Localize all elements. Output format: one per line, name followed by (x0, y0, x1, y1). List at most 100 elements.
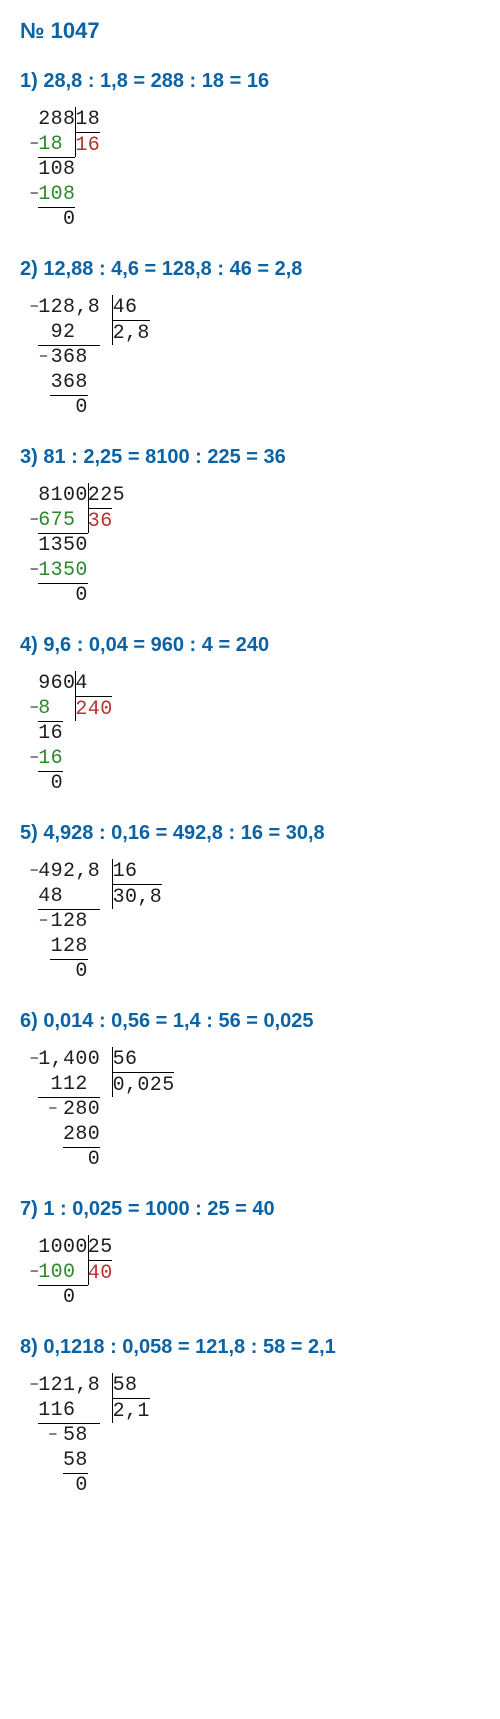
work-digit: 0 (50, 157, 62, 182)
work-row: −1816 (38, 132, 137, 157)
long-division-work: −1,400561120,025−2802800 (38, 1047, 187, 1172)
work-digit: 0 (88, 1147, 100, 1172)
quotient-digit: 2 (112, 320, 124, 346)
work-digit: 8 (75, 934, 87, 959)
long-division-work: 28818−1816108−1080 (38, 107, 137, 232)
work-digit: 8 (125, 1373, 137, 1398)
work-digit: 9 (50, 859, 62, 884)
quotient-digit: 2 (75, 696, 87, 722)
quotient-digit: 0 (125, 884, 137, 910)
work-digit: 4 (63, 1047, 75, 1072)
work-digit: 8 (75, 1448, 87, 1473)
quotient-digit: 5 (162, 1072, 174, 1098)
quotient-digit: 6 (88, 132, 100, 158)
work-digit: 1 (38, 1260, 50, 1285)
quotient-digit: 0 (137, 1072, 149, 1098)
quotient-digit: 2 (112, 1398, 124, 1424)
work-digit: 8 (38, 483, 50, 508)
work-digit: 8 (38, 696, 50, 721)
work-row: 0 (38, 207, 137, 232)
work-digit: 2 (63, 1097, 75, 1122)
quotient-digit: 1 (137, 1398, 149, 1424)
work-digit: 0 (75, 1473, 87, 1498)
work-row: −58 (38, 1423, 174, 1448)
work-digit: 8 (63, 182, 75, 207)
work-digit: 8 (50, 132, 62, 157)
equation-line: 8) 0,1218 : 0,058 = 121,8 : 58 = 2,1 (20, 1336, 480, 1359)
work-digit: 0 (75, 483, 87, 508)
work-row: 368 (38, 370, 162, 395)
equation-line: 6) 0,014 : 0,56 = 1,4 : 56 = 0,025 (20, 1010, 480, 1033)
work-digit: 6 (63, 370, 75, 395)
quotient-digit: 8 (150, 884, 162, 910)
minus-sign: − (39, 348, 48, 367)
work-row: 0 (38, 1147, 187, 1172)
quotient-digit: 2 (150, 1072, 162, 1098)
work-digit: 4 (38, 884, 50, 909)
work-digit: 6 (125, 1047, 137, 1072)
work-digit: 8 (63, 295, 75, 320)
work-digit: 0 (75, 583, 87, 608)
work-row: −280 (38, 1097, 187, 1122)
work-digit: 1 (50, 483, 62, 508)
work-digit: 3 (50, 345, 62, 370)
work-digit: 2 (63, 859, 75, 884)
work-digit: 1 (38, 1047, 50, 1072)
quotient-digit: 4 (88, 696, 100, 722)
long-division-work: −121,8581162,1−58580 (38, 1373, 174, 1498)
work-row: 8100225 (38, 483, 150, 508)
work-row: 16 (38, 721, 137, 746)
work-digit: 9 (50, 320, 62, 345)
work-digit: 2 (63, 909, 75, 934)
work-digit: 8 (75, 345, 87, 370)
quotient-digit: 8 (137, 320, 149, 346)
work-digit: 1 (38, 157, 50, 182)
long-division-work: −128,846922,8−3683680 (38, 295, 162, 420)
quotient-digit: 0 (100, 696, 112, 722)
work-digit: 5 (63, 1423, 75, 1448)
work-digit: 8 (63, 157, 75, 182)
long-division-work: −492,8164830,8−1281280 (38, 859, 174, 984)
equation-line: 5) 4,928 : 0,16 = 492,8 : 16 = 30,8 (20, 822, 480, 845)
work-digit: 4 (38, 859, 50, 884)
work-digit: 1 (38, 533, 50, 558)
work-row: −1350 (38, 558, 150, 583)
work-digit: 0 (50, 771, 62, 796)
work-digit: 0 (75, 395, 87, 420)
equation-line: 7) 1 : 0,025 = 1000 : 25 = 40 (20, 1198, 480, 1221)
work-digit: 2 (38, 107, 50, 132)
work-digit: 0 (75, 1235, 87, 1260)
work-digit: 8 (75, 909, 87, 934)
work-digit: 6 (38, 508, 50, 533)
quotient-digit: , (137, 884, 149, 910)
work-row: −10040 (38, 1260, 137, 1285)
work-row: −128,846 (38, 295, 162, 320)
work-row: −108 (38, 182, 137, 207)
work-digit: 1 (50, 909, 62, 934)
work-row: −8240 (38, 696, 137, 721)
long-division-work: 9604−824016−160 (38, 671, 137, 796)
work-digit: 0 (75, 1047, 87, 1072)
work-row: 58 (38, 1448, 174, 1473)
work-digit: 8 (88, 107, 100, 132)
work-digit: 5 (63, 558, 75, 583)
work-digit: , (50, 1047, 62, 1072)
exercise-title: № 1047 (20, 18, 480, 44)
quotient-digit: 1 (75, 132, 87, 158)
work-digit: 1 (38, 558, 50, 583)
work-digit: 1 (75, 107, 87, 132)
work-row: −1,40056 (38, 1047, 187, 1072)
quotient-digit: 6 (100, 508, 112, 534)
work-row: 0 (38, 395, 162, 420)
work-digit: 0 (50, 1235, 62, 1260)
work-digit: 6 (63, 1398, 75, 1423)
work-digit: 2 (100, 483, 112, 508)
work-digit: 0 (75, 558, 87, 583)
work-digit: 5 (112, 1047, 124, 1072)
work-digit: 8 (75, 1122, 87, 1147)
work-digit: 9 (38, 671, 50, 696)
work-digit: 6 (125, 295, 137, 320)
quotient-digit: 0 (112, 1072, 124, 1098)
work-digit: 1 (38, 746, 50, 771)
long-division-work: 100025−100400 (38, 1235, 137, 1310)
